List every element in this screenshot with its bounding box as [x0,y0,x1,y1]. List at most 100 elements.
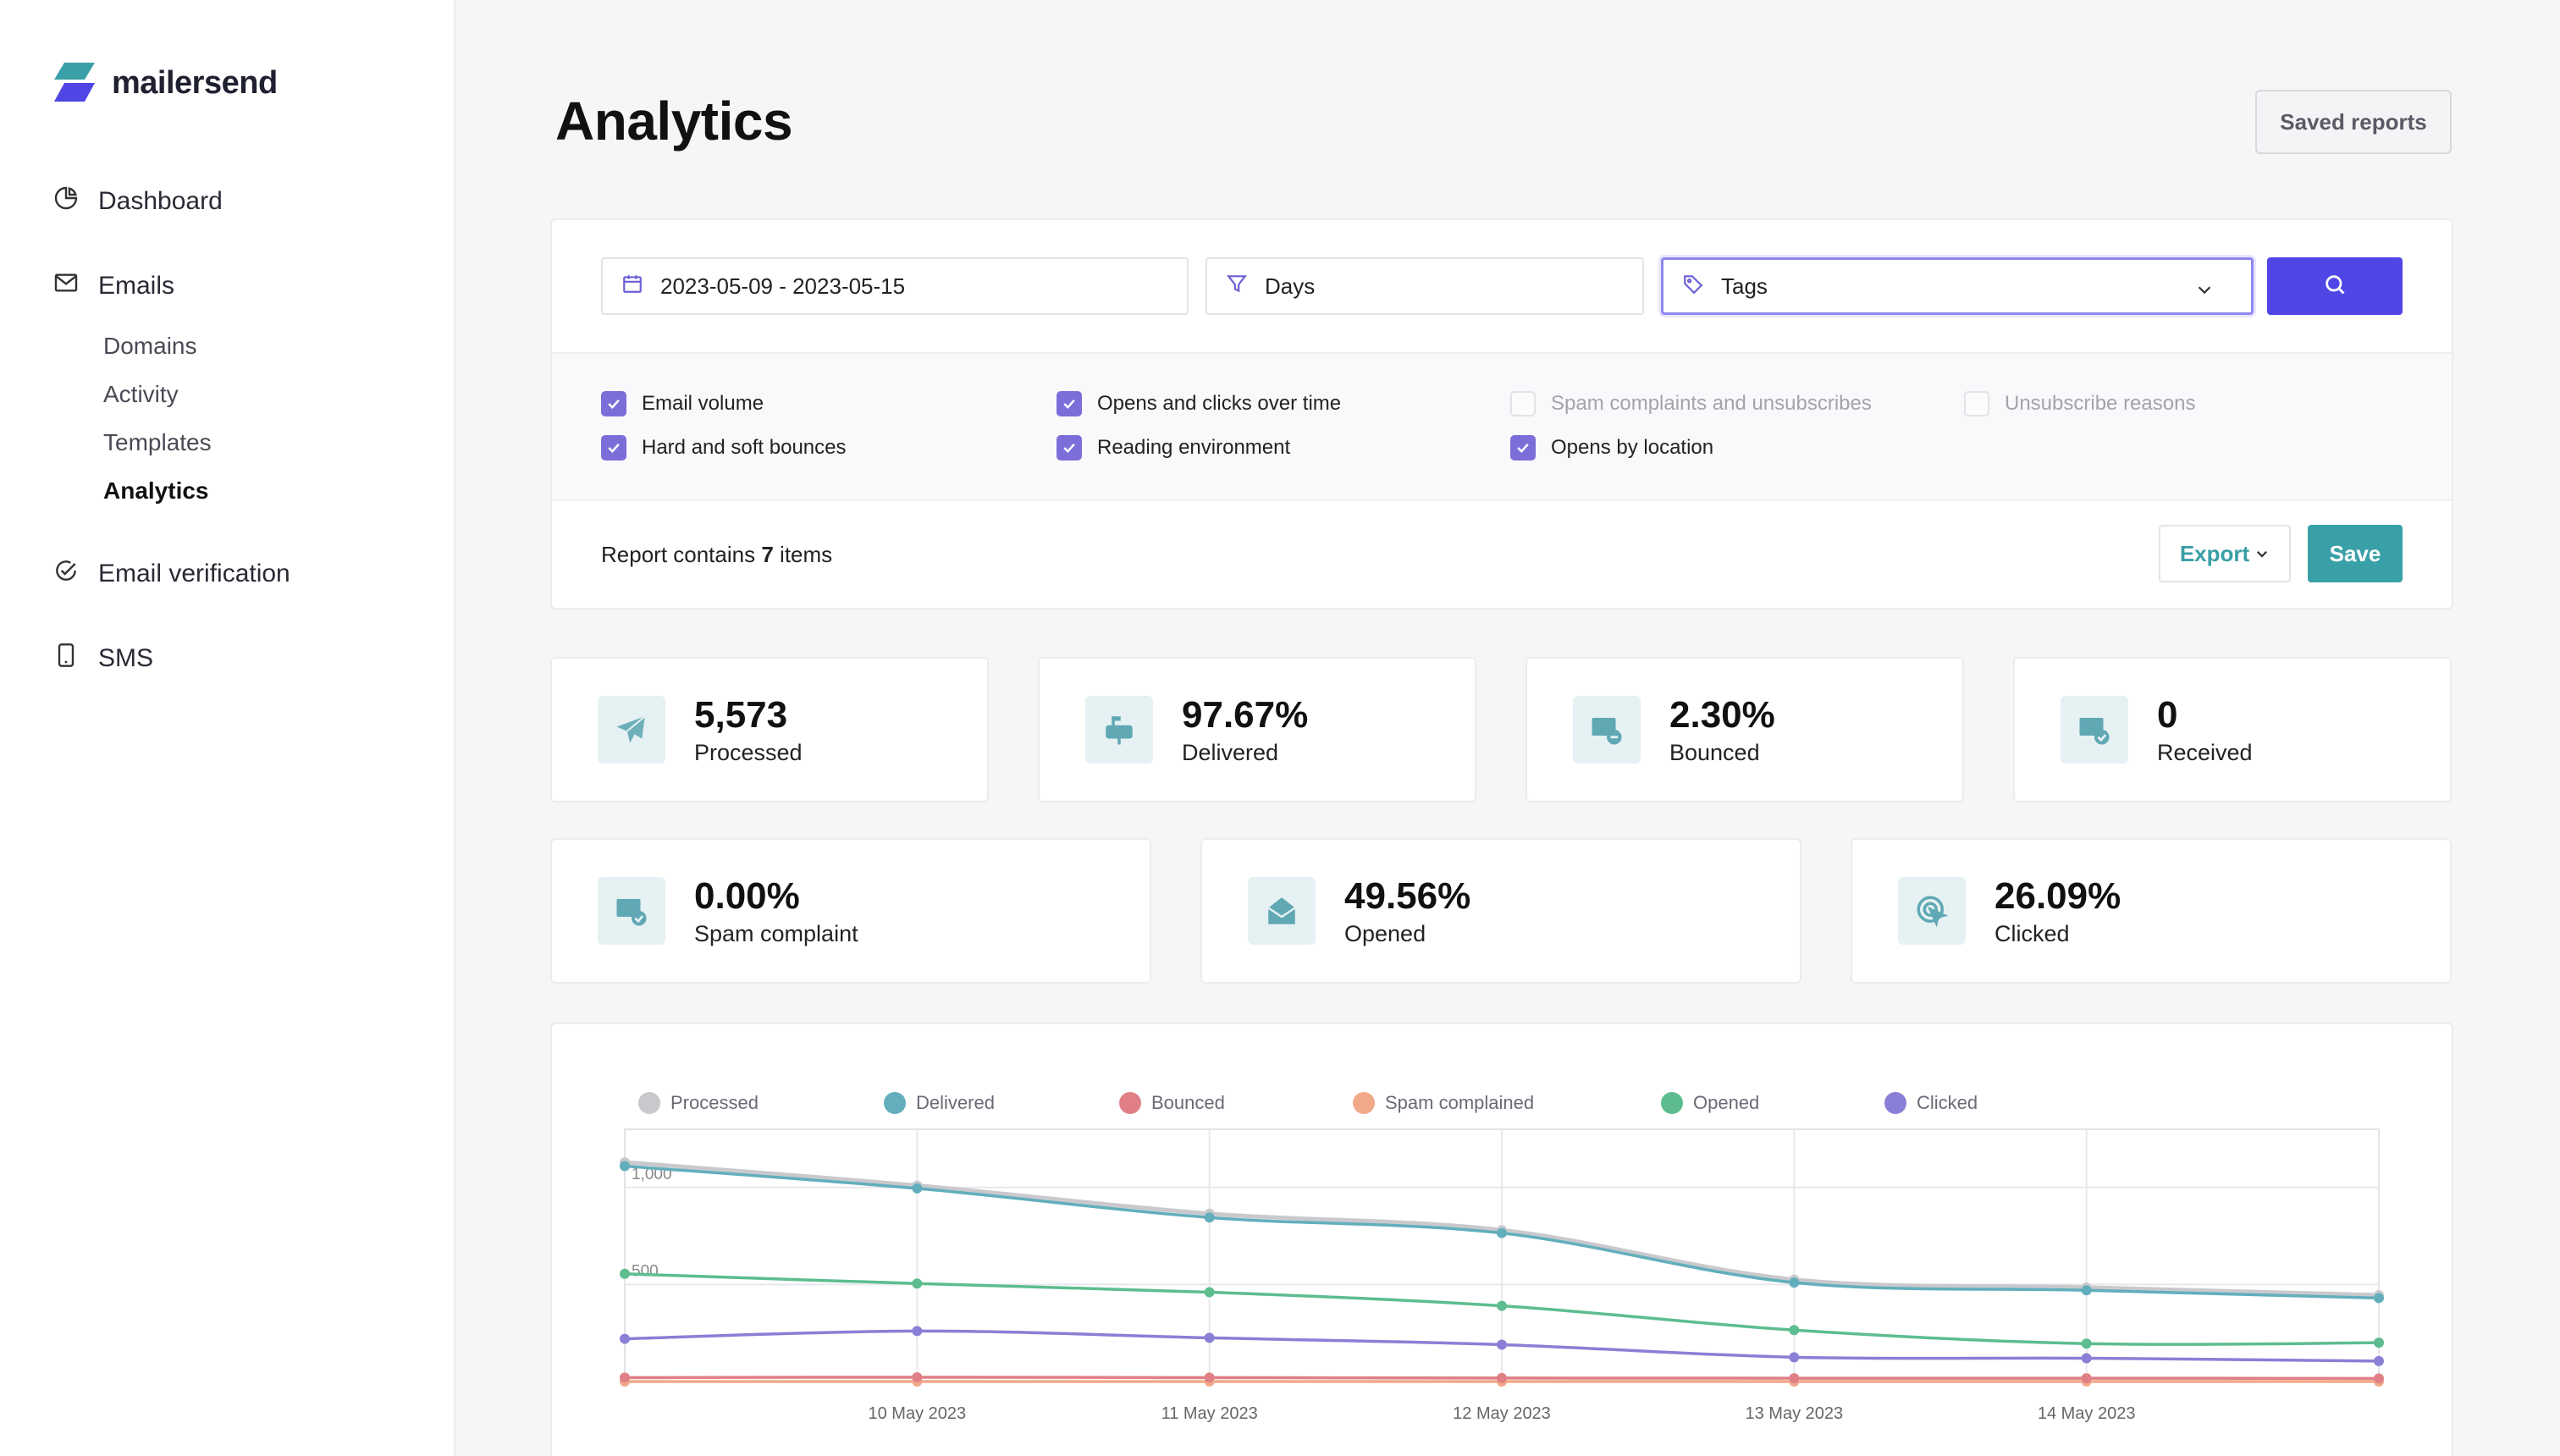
legend-label: Clicked [1917,1092,1978,1113]
cursor-click-icon [1898,877,1966,945]
stat-value: 97.67% [1182,694,1309,736]
data-point-delivered [2374,1293,2384,1304]
calendar-icon [621,273,660,301]
stat-label: Processed [694,740,803,765]
legend-swatch [1119,1092,1141,1114]
checkbox-checked-icon[interactable] [1057,435,1082,461]
legend-delivered[interactable]: Delivered [884,1092,995,1114]
sidebar-subitem-domains[interactable]: Domains [103,333,197,359]
group-by-select[interactable]: Days [1206,257,1644,315]
pie-chart-icon [52,185,98,218]
option-hard-soft-bounces[interactable]: Hard and soft bounces [601,435,847,461]
data-point-bounced [1204,1372,1215,1383]
data-point-delivered [1204,1212,1215,1223]
sidebar: mailersend Dashboard Emails Domains Acti… [0,0,455,1456]
legend-opened[interactable]: Opened [1661,1092,1759,1114]
legend-bounced[interactable]: Bounced [1119,1092,1225,1114]
sidebar-item-label: Emails [98,272,175,300]
stat-card-delivered: 97.67% Delivered [1038,657,1476,802]
option-unsubscribe-reasons[interactable]: Unsubscribe reasons [1964,391,2195,416]
data-point-delivered [620,1161,630,1172]
option-label: Opens by location [1551,436,1714,459]
mailbox-icon [1085,696,1153,764]
filter-icon [1226,273,1265,301]
report-filter-panel: 2023-05-09 - 2023-05-15 Days Tags Em [550,218,2453,609]
option-reading-environment[interactable]: Reading environment [1057,435,1290,461]
option-opens-by-location[interactable]: Opens by location [1510,435,1713,461]
sidebar-subitem-activity[interactable]: Activity [103,381,179,407]
option-email-volume[interactable]: Email volume [601,391,764,416]
checkbox-checked-icon[interactable] [601,391,626,416]
option-label: Spam complaints and unsubscribes [1551,392,1872,415]
date-range-value: 2023-05-09 - 2023-05-15 [660,273,906,299]
x-tick-label: 13 May 2023 [1746,1404,1844,1423]
legend-clicked[interactable]: Clicked [1884,1092,1978,1114]
page-title: Analytics [555,91,793,152]
stat-label: Bounced [1669,740,1760,765]
stat-card-opened: 49.56% Opened [1200,838,1801,984]
save-button[interactable]: Save [2308,525,2403,582]
option-label: Unsubscribe reasons [2005,392,2196,415]
x-tick-label: 12 May 2023 [1453,1404,1551,1423]
sidebar-subitem-analytics[interactable]: Analytics [103,477,209,504]
legend-label: Opened [1693,1092,1760,1113]
search-icon [2323,273,2347,301]
report-actions: Report contains 7 items Export Save [552,501,2452,611]
sidebar-item-email-verification[interactable]: Email verification [52,557,290,591]
data-point-bounced [620,1372,630,1383]
tag-icon [1682,273,1721,301]
data-point-clicked [2374,1355,2384,1366]
report-options: Email volume Hard and soft bounces Opens… [552,352,2452,501]
saved-reports-button[interactable]: Saved reports [2255,90,2452,154]
report-suffix: items [780,542,833,567]
sidebar-subitem-templates[interactable]: Templates [103,429,212,455]
stat-label: Delivered [1182,740,1279,765]
export-label: Export [2179,540,2250,566]
data-point-clicked [1204,1332,1215,1343]
data-point-clicked [1789,1352,1800,1363]
legend-spam-complained[interactable]: Spam complained [1353,1092,1534,1114]
stat-value: 26.09% [1994,875,2121,917]
sidebar-item-emails[interactable]: Emails [52,269,174,303]
checkbox-checked-icon[interactable] [1057,391,1082,416]
stat-label: Opened [1344,921,1426,946]
tags-select[interactable]: Tags [1661,257,2254,315]
data-point-bounced [912,1371,923,1382]
stat-label: Received [2157,740,2253,765]
checkbox-unchecked-icon[interactable] [1964,391,1989,416]
data-point-clicked [1497,1339,1507,1350]
checkbox-unchecked-icon[interactable] [1510,391,1536,416]
checkbox-checked-icon[interactable] [601,435,626,461]
data-point-clicked [2081,1353,2092,1364]
data-point-bounced [2081,1373,2092,1384]
option-opens-clicks[interactable]: Opens and clicks over time [1057,391,1341,416]
x-tick-label: 11 May 2023 [1161,1404,1258,1423]
legend-label: Spam complained [1385,1092,1535,1113]
option-spam-unsubscribes[interactable]: Spam complaints and unsubscribes [1510,391,1872,416]
data-point-delivered [1789,1277,1800,1288]
brand-logo[interactable]: mailersend [52,61,278,105]
x-tick-label: 14 May 2023 [2038,1404,2136,1423]
group-by-value: Days [1265,273,1316,299]
data-point-clicked [912,1326,923,1337]
sidebar-item-sms[interactable]: SMS [52,642,153,676]
checkbox-checked-icon[interactable] [1510,435,1536,461]
open-envelope-icon [1248,877,1316,945]
chevron-down-icon [2254,546,2270,561]
date-range-input[interactable]: 2023-05-09 - 2023-05-15 [601,257,1189,315]
data-point-delivered [2081,1285,2092,1296]
filter-bar: 2023-05-09 - 2023-05-15 Days Tags [552,220,2452,352]
phone-icon [52,642,98,676]
stat-value: 0 [2157,694,2178,736]
data-point-opened [2374,1337,2384,1348]
legend-swatch [638,1092,660,1114]
export-button[interactable]: Export [2159,525,2291,582]
search-button[interactable] [2267,257,2403,315]
sidebar-item-label: Dashboard [98,187,223,215]
data-point-opened [2081,1338,2092,1349]
data-point-bounced [1789,1373,1800,1384]
data-point-opened [1204,1287,1215,1298]
legend-processed[interactable]: Processed [638,1092,759,1114]
data-point-delivered [912,1183,923,1194]
sidebar-item-dashboard[interactable]: Dashboard [52,185,223,218]
